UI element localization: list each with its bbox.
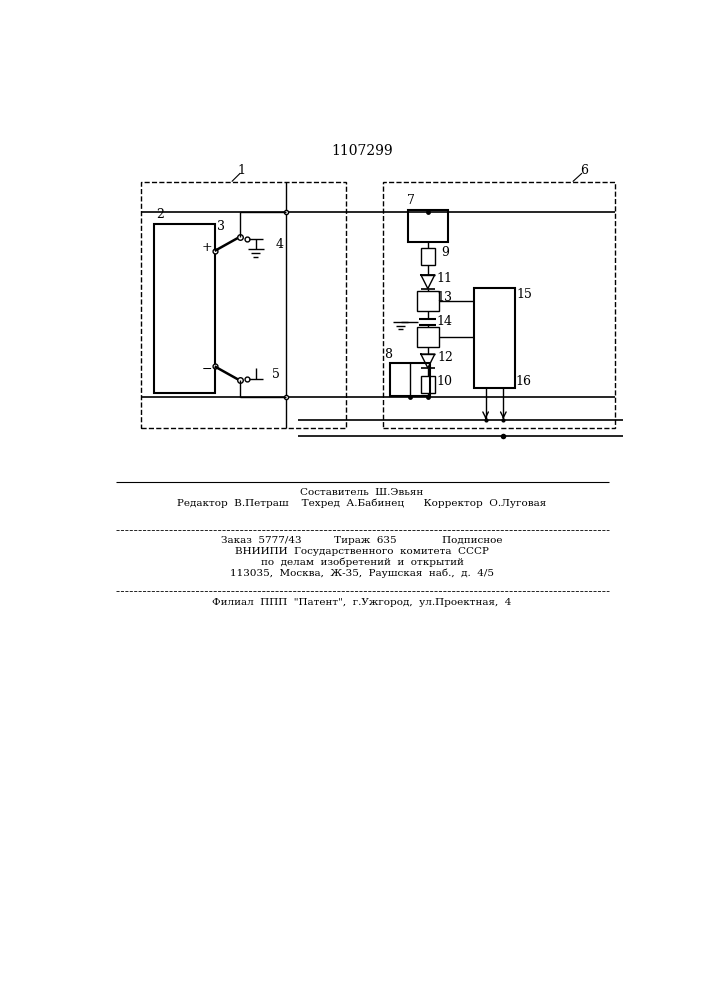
Text: 5: 5 [272, 368, 280, 381]
Bar [421, 248, 435, 265]
Bar [417, 291, 438, 311]
Bar [154, 224, 215, 393]
Text: 4: 4 [276, 238, 284, 251]
Text: 11: 11 [437, 272, 453, 285]
Text: −: − [201, 363, 212, 376]
Text: 9: 9 [441, 246, 449, 259]
Bar [417, 327, 438, 347]
Bar [383, 182, 615, 428]
Bar [421, 376, 435, 393]
Text: 2: 2 [156, 208, 165, 221]
Text: 113035,  Москва,  Ж-35,  Раушская  наб.,  д.  4/5: 113035, Москва, Ж-35, Раушская наб., д. … [230, 568, 494, 578]
Text: 3: 3 [217, 220, 225, 233]
Text: 13: 13 [437, 291, 453, 304]
Text: 8: 8 [385, 348, 392, 361]
Text: 7: 7 [407, 194, 415, 207]
Text: 16: 16 [516, 375, 532, 388]
Text: 1: 1 [238, 164, 246, 177]
Text: Составитель  Ш.Эвьян: Составитель Ш.Эвьян [300, 488, 423, 497]
Text: 10: 10 [437, 375, 453, 388]
Text: 15: 15 [516, 288, 532, 301]
Text: Заказ  5777/43          Тираж  635              Подписное: Заказ 5777/43 Тираж 635 Подписное [221, 536, 503, 545]
Text: 14: 14 [437, 315, 453, 328]
Text: 12: 12 [437, 351, 452, 364]
Text: Филиал  ППП  "Патент",  г.Ужгород,  ул.Проектная,  4: Филиал ППП "Патент", г.Ужгород, ул.Проек… [212, 598, 512, 607]
Bar [390, 363, 430, 396]
Text: 6: 6 [580, 164, 588, 177]
Bar [408, 210, 448, 242]
Text: по  делам  изобретений  и  открытий: по делам изобретений и открытий [260, 557, 463, 567]
Text: ВНИИПИ  Государственного  комитета  СССР: ВНИИПИ Государственного комитета СССР [235, 547, 489, 556]
Bar [141, 182, 346, 428]
Text: +: + [201, 241, 212, 254]
Bar [474, 288, 515, 388]
Text: 1107299: 1107299 [331, 144, 393, 158]
Text: Редактор  В.Петраш    Техред  А.Бабинец      Корректор  О.Луговая: Редактор В.Петраш Техред А.Бабинец Корре… [177, 499, 547, 508]
